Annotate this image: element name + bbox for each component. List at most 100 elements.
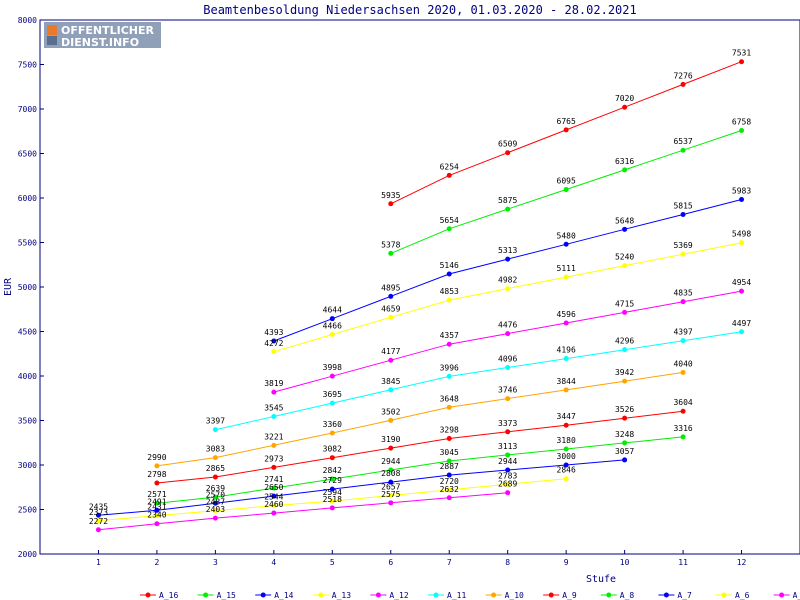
series-line: [98, 459, 625, 516]
data-point: [563, 387, 569, 393]
data-label: 3998: [323, 363, 342, 372]
data-point: [271, 389, 277, 395]
data-point: [388, 493, 394, 499]
data-label: 4096: [498, 354, 517, 363]
data-label: 6509: [498, 140, 517, 149]
y-tick-label: 7000: [18, 105, 37, 114]
data-point: [446, 495, 452, 501]
data-point: [739, 197, 745, 203]
data-point: [446, 404, 452, 410]
data-label: 2657: [381, 483, 400, 492]
data-point: [388, 467, 394, 473]
data-label: 4040: [673, 359, 692, 368]
data-label: 2689: [498, 480, 517, 489]
data-label: 6758: [732, 118, 751, 127]
data-label: 4895: [381, 283, 400, 292]
data-point: [563, 187, 569, 193]
legend-swatch-marker: [548, 592, 554, 598]
data-point: [505, 331, 511, 337]
data-label: 3526: [615, 405, 634, 414]
data-point: [329, 486, 335, 492]
data-point: [622, 167, 628, 173]
data-point: [388, 479, 394, 485]
data-point: [505, 150, 511, 156]
data-label: 3045: [440, 448, 459, 457]
data-label: 3447: [557, 412, 576, 421]
y-tick-label: 2500: [18, 506, 37, 515]
series-a-11: [212, 329, 745, 433]
data-point: [622, 378, 628, 384]
data-label: 2491: [147, 497, 166, 506]
data-point: [212, 455, 218, 461]
data-label: 4497: [732, 319, 751, 328]
series-a-15: [388, 128, 745, 256]
legend-swatch-marker: [606, 592, 612, 598]
data-label: 2487: [206, 498, 225, 507]
data-label: 3397: [206, 417, 225, 426]
data-label: 3604: [673, 398, 692, 407]
data-label: 5875: [498, 196, 517, 205]
y-tick-label: 7500: [18, 61, 37, 70]
legend-label: A_9: [562, 591, 577, 600]
data-point: [739, 128, 745, 134]
legend-swatch-marker: [375, 592, 381, 598]
data-label: 3845: [381, 377, 400, 386]
data-label: 4659: [381, 304, 400, 313]
series-a-16: [388, 59, 745, 207]
data-label: 3648: [440, 394, 459, 403]
legend-item: A_15: [197, 591, 236, 600]
legend-swatch-marker: [433, 592, 439, 598]
data-label: 2944: [381, 457, 400, 466]
data-label: 4644: [323, 306, 342, 315]
data-label: 3298: [440, 425, 459, 434]
data-point: [388, 417, 394, 423]
data-label: 2741: [264, 475, 283, 484]
data-label: 7020: [615, 94, 634, 103]
data-point: [329, 476, 335, 482]
data-label: 6765: [557, 117, 576, 126]
data-point: [154, 500, 160, 506]
data-label: 3373: [498, 419, 517, 428]
data-label: 5648: [615, 216, 634, 225]
data-label: 6254: [440, 162, 459, 171]
data-label: 3746: [498, 386, 517, 395]
series-a-9: [154, 408, 686, 486]
data-label: 4272: [264, 339, 283, 348]
data-point: [739, 59, 745, 65]
data-point: [329, 373, 335, 379]
legend-item: A_11: [428, 591, 466, 600]
data-point: [388, 445, 394, 451]
y-axis-ticks: 2000 2500 3000 3500 4000 4500 5000 5500 6000 6500…: [18, 16, 44, 559]
data-label: 2632: [440, 485, 459, 494]
data-point: [622, 415, 628, 421]
x-tick-label: 4: [271, 558, 276, 567]
logo-line-2: DIENST.INFO: [61, 36, 139, 49]
data-point: [271, 442, 277, 448]
data-label: 5815: [673, 201, 692, 210]
data-point: [388, 293, 394, 299]
data-label: 7276: [673, 71, 692, 80]
y-tick-label: 8000: [18, 16, 37, 25]
data-label: 3113: [498, 442, 517, 451]
data-label: 2272: [89, 517, 108, 526]
data-label: 5369: [673, 241, 692, 250]
legend-label: A_12: [389, 591, 408, 600]
data-point: [563, 274, 569, 280]
x-tick-label: 12: [737, 558, 747, 567]
y-axis-label: EUR: [3, 277, 14, 296]
data-point: [388, 387, 394, 393]
data-point: [388, 357, 394, 363]
data-label: 5378: [381, 240, 400, 249]
data-label: 4853: [440, 287, 459, 296]
data-point: [446, 472, 452, 478]
data-point: [622, 263, 628, 269]
data-label: 2650: [264, 483, 283, 492]
data-point: [680, 299, 686, 305]
data-point: [329, 316, 335, 322]
legend-swatch-marker: [721, 592, 727, 598]
legend: A_16 A_15 A_14 A_13 A_12 A_11 A_10 A_9 A_8 A_7 A_6…: [140, 591, 800, 600]
x-tick-label: 2: [155, 558, 160, 567]
data-point: [622, 457, 628, 463]
data-point: [446, 271, 452, 277]
